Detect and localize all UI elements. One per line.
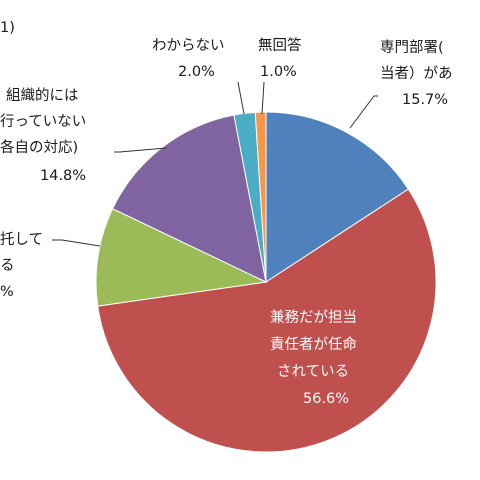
slice-label-2-line-0: 托して [0,231,43,248]
slice-label-1-line-2: されている [277,363,349,380]
leader-line-5 [261,81,265,115]
pie-slice-2 [95,208,268,307]
slice-labels: 専門部署( 当者）があ 15.7% 兼務だが担当 責任者が任命 されている 56… [0,37,453,407]
leader-line-4 [237,81,245,115]
pie-slice-1 [97,188,437,453]
slice-label-1-line-1: 責任者が任命 [270,335,357,353]
slice-label-1-line-0: 兼務だが担当 [270,309,357,326]
leader-line-0 [349,95,378,129]
slice-value-1: 56.6% [303,391,349,407]
slice-label-5-line-0: 無回答 [258,37,302,54]
pie-slice-3 [111,114,267,283]
slice-label-3-line-0: 組織的には [6,87,79,104]
pie-slice-0 [265,111,410,283]
pie-slice-5 [254,111,267,283]
header-fragment: 1) [0,20,15,36]
slice-value-2: % [0,284,14,300]
slice-label-4-line-0: わからない [152,37,225,54]
slice-label-0-line-0: 専門部署( [380,39,444,56]
slice-value-0: 15.7% [402,92,448,108]
slice-label-0-line-1: 当者）があ [380,65,453,82]
leader-lines [52,81,378,247]
slice-value-5: 1.0% [260,64,297,80]
slice-label-2-line-1: る [0,258,15,274]
slice-value-3: 14.8% [40,168,86,184]
pie-slices [95,111,437,453]
slice-label-3-line-2: 各自の対応) [0,139,78,156]
leader-line-2 [52,239,101,247]
slice-label-3-line-1: 行っていない [0,113,86,130]
leader-line-3 [114,147,167,153]
slice-value-4: 2.0% [178,64,215,80]
